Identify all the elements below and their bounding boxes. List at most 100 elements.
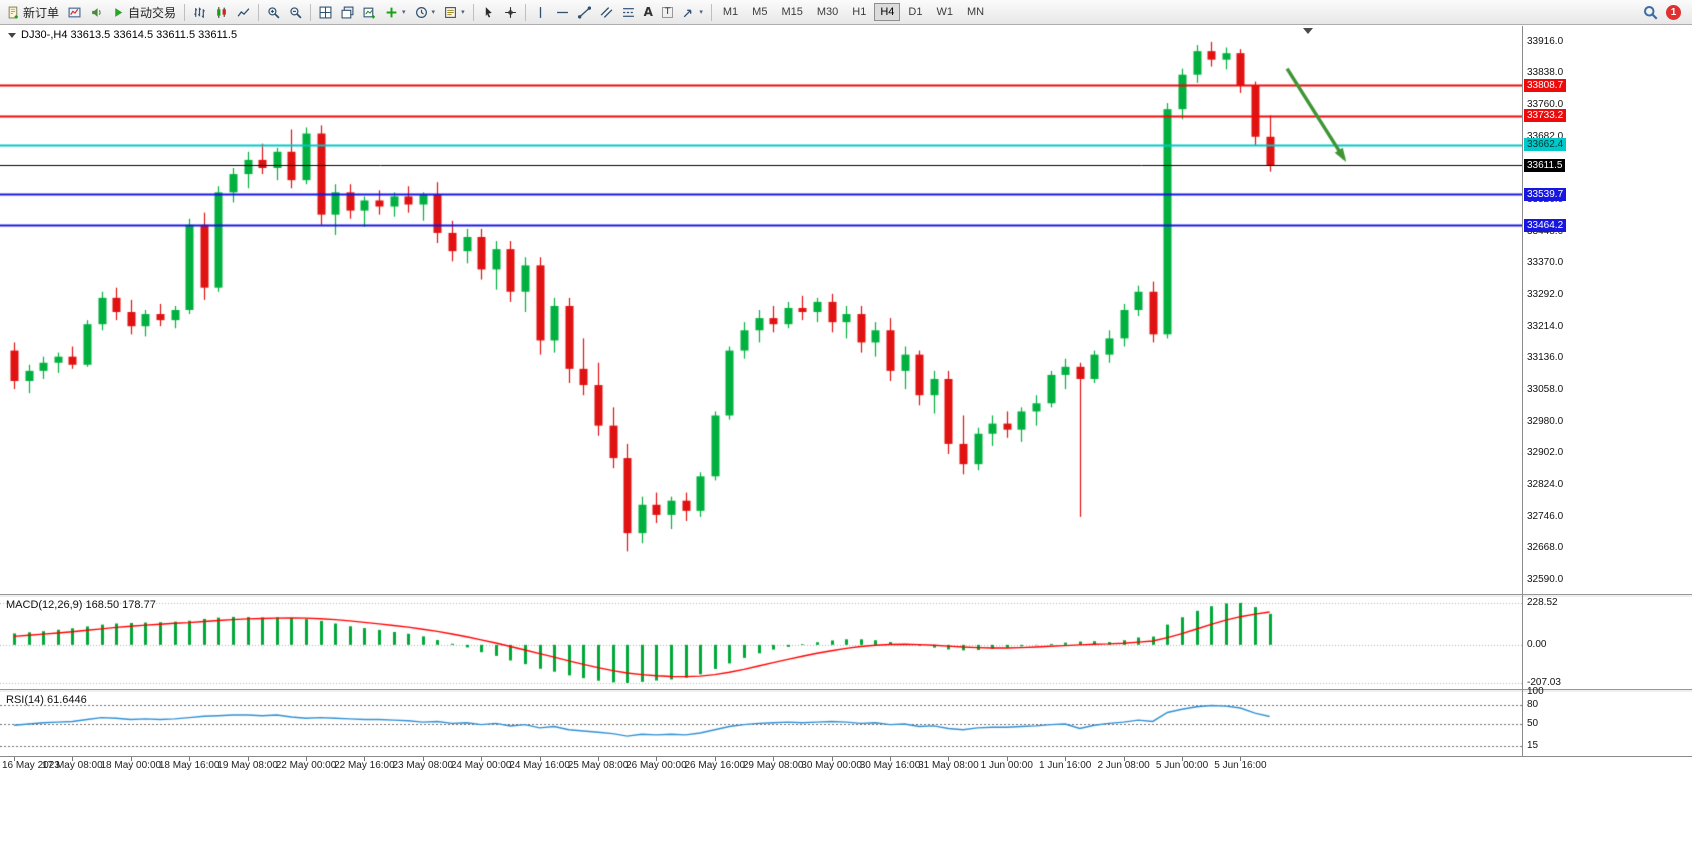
vertical-line-tool[interactable] — [530, 1, 551, 24]
timeframe-mn[interactable]: MN — [966, 6, 985, 18]
time-axis-label: 1 Jun 16:00 — [1039, 760, 1092, 771]
rsi-axis-label: 80 — [1527, 698, 1539, 710]
price-axis-label: 33214.0 — [1527, 320, 1564, 332]
price-axis-label: 32824.0 — [1527, 478, 1564, 490]
autotrading-button[interactable]: 自动交易 — [108, 1, 180, 24]
zoom-in-icon — [268, 6, 280, 19]
chevron-down-icon: ▾ — [461, 8, 465, 16]
arrows-tool[interactable]: ▾ — [678, 1, 707, 24]
new-order-label: 新订单 — [23, 5, 60, 20]
time-axis-tick — [1065, 757, 1066, 761]
price-level-tag: 33464.2 — [1524, 218, 1567, 232]
tile-windows-icon — [319, 6, 332, 18]
price-level-tag: 33733.2 — [1524, 109, 1567, 123]
time-axis-tick — [1007, 757, 1008, 761]
time-axis-tick — [715, 757, 716, 761]
time-axis-label: 30 May 16:00 — [859, 760, 921, 771]
search-icon[interactable] — [1643, 5, 1658, 20]
symbol-ohlc-text: DJ30-,H4 33613.5 33614.5 33611.5 33611.5 — [21, 29, 238, 41]
new-chart-button[interactable] — [359, 1, 380, 24]
cursor-button[interactable] — [478, 1, 499, 24]
crosshair-button[interactable] — [500, 1, 521, 24]
rsi-indicator-label: RSI(14) 61.6446 — [6, 694, 87, 706]
new-order-button[interactable]: 新订单 — [3, 1, 63, 24]
candlestick-chart-button[interactable] — [211, 1, 232, 24]
price-axis-border — [1522, 26, 1523, 757]
indicators-button[interactable]: ▾ — [381, 1, 410, 24]
toolbar-right-group: 1 — [1643, 4, 1689, 20]
panel-splitter[interactable] — [0, 594, 1692, 597]
timeframe-h4[interactable]: H4 — [874, 3, 901, 21]
label-icon: T — [661, 6, 674, 18]
time-axis-label: 24 May 16:00 — [509, 760, 570, 771]
price-axis-label: 32980.0 — [1527, 415, 1564, 427]
expand-ohlc-arrow-icon[interactable] — [8, 32, 16, 38]
chevron-down-icon: ▾ — [431, 8, 436, 16]
timeframe-d1[interactable]: D1 — [908, 6, 923, 18]
line-chart-icon — [237, 7, 250, 17]
macd-panel-canvas[interactable] — [0, 597, 1522, 689]
time-axis-tick — [890, 757, 891, 761]
channel-tool[interactable] — [596, 1, 617, 24]
price-axis-label: 33058.0 — [1527, 383, 1564, 395]
timeframe-h1[interactable]: H1 — [852, 6, 867, 18]
periods-icon — [415, 6, 427, 18]
price-axis-label: 33292.0 — [1527, 288, 1564, 300]
toolbar-separator — [472, 3, 474, 21]
line-chart-button[interactable] — [233, 1, 254, 24]
time-axis-tick — [423, 757, 424, 761]
macd-axis-label: -207.03 — [1527, 676, 1561, 688]
timeframe-m5[interactable]: M5 — [752, 6, 768, 18]
price-axis-label: 33136.0 — [1527, 352, 1564, 364]
toolbar: 新订单 自动交易 — [0, 0, 1692, 25]
chevron-down-icon: ▾ — [699, 8, 703, 16]
periods-button[interactable]: ▾ — [411, 1, 440, 24]
chart-area: DJ30-,H4 33613.5 33614.5 33611.5 33611.5… — [0, 26, 1692, 841]
cascade-windows-button[interactable] — [337, 1, 358, 24]
notification-badge[interactable]: 1 — [1666, 4, 1681, 20]
symbol-info: DJ30-,H4 33613.5 33614.5 33611.5 33611.5 — [8, 29, 237, 41]
charts-profile-button[interactable] — [64, 1, 85, 24]
horizontal-line-tool[interactable] — [552, 1, 573, 24]
time-axis-label: 18 May 00:00 — [100, 760, 162, 771]
price-axis-label: 33370.0 — [1527, 257, 1564, 269]
zoom-in-button[interactable] — [263, 1, 284, 24]
time-axis-label: 24 May 00:00 — [450, 760, 512, 771]
trendline-tool[interactable] — [574, 1, 595, 24]
rsi-panel-canvas[interactable] — [0, 692, 1522, 756]
time-axis-tick — [656, 757, 657, 761]
fibonacci-tool[interactable] — [618, 1, 639, 24]
price-level-tag: 33539.7 — [1524, 187, 1567, 201]
time-axis-label: 19 May 08:00 — [217, 760, 278, 771]
tile-windows-button[interactable] — [315, 1, 336, 24]
bar-chart-button[interactable] — [189, 1, 210, 24]
templates-icon — [445, 6, 456, 18]
timeframe-group: M1 M5 M15 M30 H1 H4 D1 W1 MN — [716, 3, 991, 21]
price-axis-label: 32590.0 — [1527, 573, 1564, 585]
time-axis-separator — [0, 756, 1692, 757]
chevron-down-icon: ▾ — [402, 8, 406, 16]
timeframe-m1[interactable]: M1 — [722, 6, 739, 18]
text-tool[interactable]: A — [640, 1, 657, 24]
main-chart-canvas[interactable] — [0, 26, 1522, 594]
panel-splitter[interactable] — [0, 689, 1692, 692]
timeframe-m15[interactable]: M15 — [781, 6, 803, 18]
timeframe-w1[interactable]: W1 — [936, 6, 953, 18]
time-axis-label: 18 May 16:00 — [158, 760, 220, 771]
zoom-out-icon — [290, 6, 302, 19]
fibonacci-icon — [622, 7, 634, 17]
time-axis-tick — [131, 757, 132, 761]
chart-shift-marker[interactable] — [1303, 28, 1313, 34]
sound-alert-button[interactable] — [86, 1, 107, 24]
templates-button[interactable]: ▾ — [440, 1, 469, 24]
time-axis-label: 17 May 08:00 — [42, 760, 103, 771]
time-axis-label: 1 Jun 00:00 — [980, 760, 1033, 771]
zoom-out-button[interactable] — [285, 1, 306, 24]
time-axis-label: 29 May 08:00 — [742, 760, 804, 771]
label-tool[interactable]: T — [658, 1, 678, 24]
time-axis-tick — [189, 757, 190, 761]
timeframe-m30[interactable]: M30 — [816, 6, 839, 18]
time-axis-label: 22 May 16:00 — [334, 760, 395, 771]
charts-icon — [68, 7, 81, 17]
